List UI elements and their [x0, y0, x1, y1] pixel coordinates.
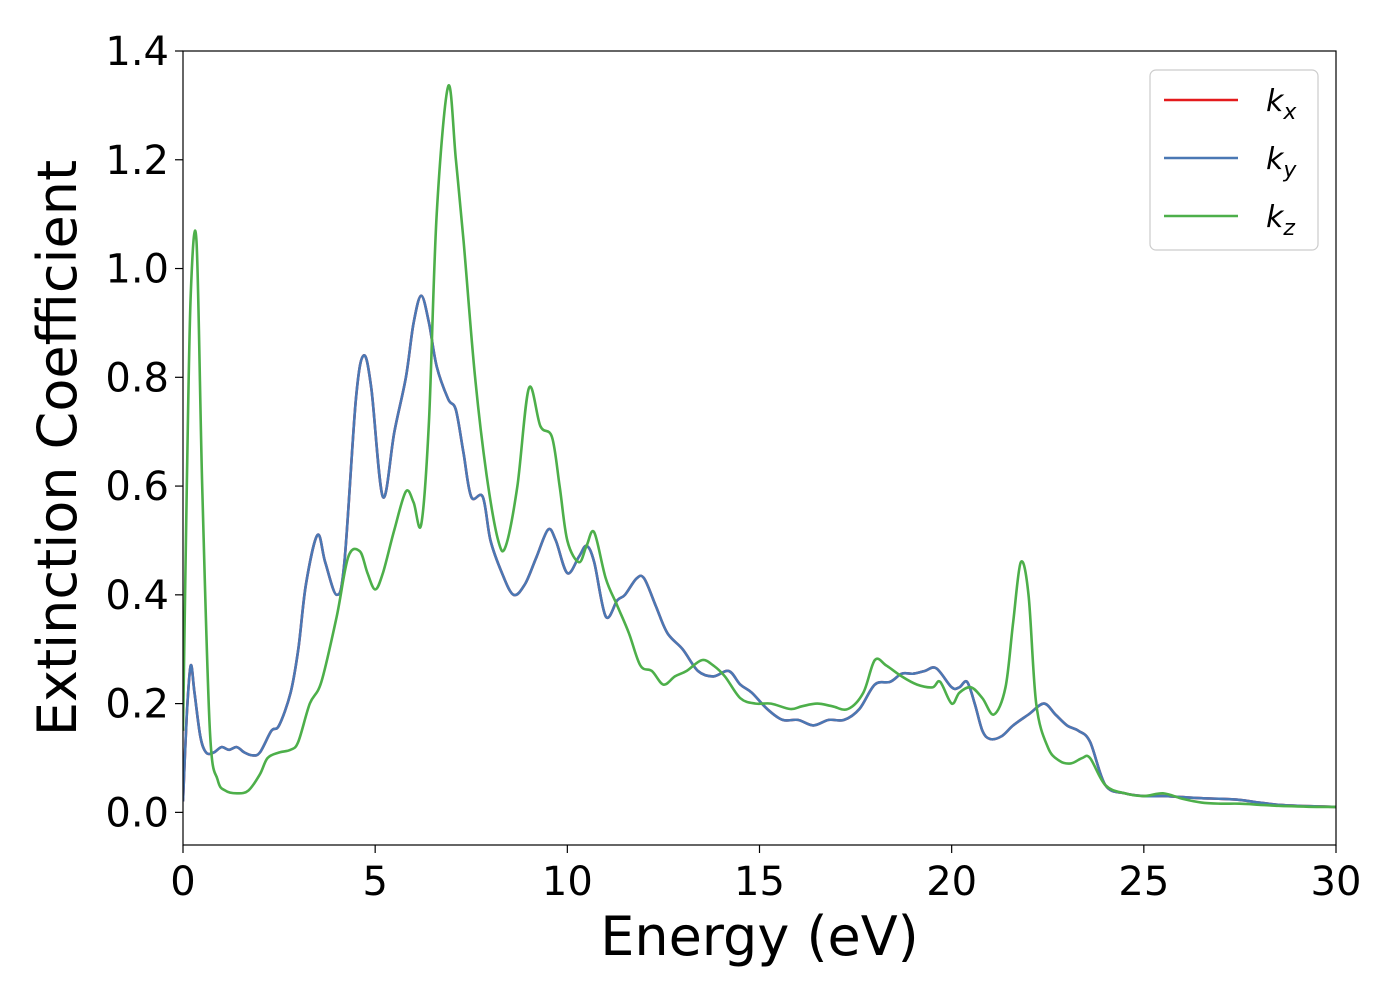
- y-axis: 0.0 0.2 0.4 0.6 0.8 1.0 1.2 1.4: [105, 29, 183, 836]
- legend-label-subscript: y: [1282, 158, 1297, 183]
- y-tick-label: 0.4: [105, 573, 169, 619]
- y-tick-label: 1.0: [105, 247, 169, 293]
- legend-label-base: k: [1266, 142, 1285, 177]
- y-tick-label: 1.2: [105, 138, 169, 184]
- legend-label-base: k: [1266, 84, 1285, 119]
- y-tick-label: 0.2: [105, 682, 169, 728]
- x-tick-label: 20: [926, 859, 977, 905]
- x-tick-label: 10: [542, 859, 593, 905]
- y-tick-label: 1.4: [105, 29, 169, 75]
- legend-label-kx: kx: [1266, 84, 1297, 125]
- series-line-kz: [183, 84, 1336, 809]
- legend-label-ky: ky: [1266, 142, 1297, 183]
- y-tick-label: 0.8: [105, 355, 169, 401]
- legend-box: [1149, 69, 1319, 251]
- y-axis-title: Extinction Coefficient: [26, 160, 89, 736]
- x-axis-title: Energy (eV): [600, 905, 919, 968]
- legend-label-subscript: x: [1282, 100, 1297, 125]
- y-tick-label: 0.6: [105, 464, 169, 510]
- x-tick-label: 5: [362, 859, 387, 905]
- x-axis: 0 5 10 15 20 25 30: [170, 845, 1361, 905]
- legend-label-subscript: z: [1282, 216, 1295, 241]
- series-line-ky: [183, 294, 1336, 809]
- series-layer: [183, 84, 1336, 809]
- x-tick-label: 30: [1311, 859, 1362, 905]
- x-tick-label: 15: [734, 859, 785, 905]
- x-tick-label: 25: [1118, 859, 1169, 905]
- y-tick-label: 0.0: [105, 790, 169, 836]
- legend-label-base: k: [1266, 200, 1285, 235]
- legend-label-kz: kz: [1266, 200, 1295, 241]
- x-tick-label: 0: [170, 859, 195, 905]
- series-line-kx: [183, 294, 1336, 809]
